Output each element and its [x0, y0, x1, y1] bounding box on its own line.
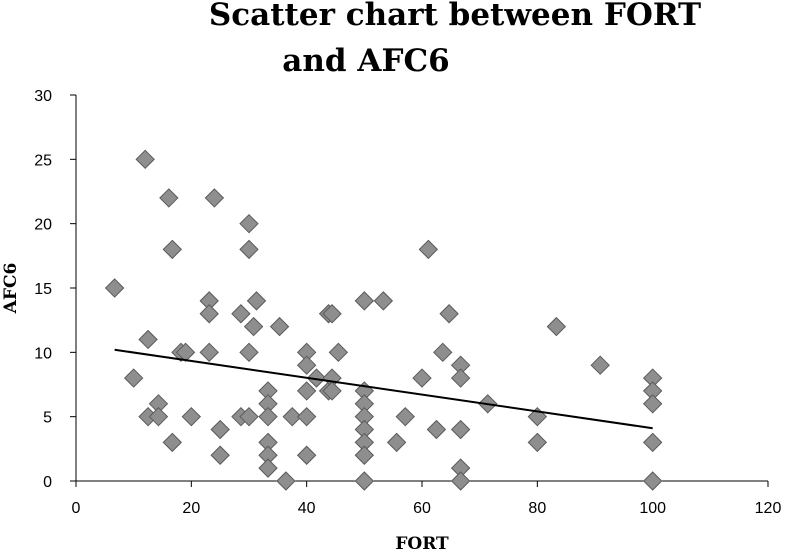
data-point [642, 394, 663, 414]
x-tick-label: 120 [755, 500, 782, 517]
data-point [386, 432, 407, 453]
data-point [450, 419, 471, 440]
data-point [148, 406, 169, 427]
data-point [181, 406, 202, 427]
data-point [210, 419, 230, 440]
data-point [239, 406, 259, 427]
data-point [354, 471, 375, 491]
y-tick-label: 15 [34, 281, 52, 298]
data-point [210, 445, 230, 465]
data-point [296, 406, 317, 427]
data-point [239, 342, 259, 363]
y-tick-label: 0 [43, 474, 52, 491]
data-point [159, 188, 179, 208]
y-tick-label: 30 [34, 88, 52, 105]
data-point [243, 316, 264, 337]
data-point [306, 368, 327, 388]
data-point [199, 304, 219, 324]
data-point [135, 149, 155, 170]
x-axis-label: FORT [395, 534, 449, 552]
y-axis-label: AFC6 [1, 263, 21, 315]
data-point [426, 419, 447, 440]
data-point [590, 355, 610, 375]
data-point [296, 355, 317, 375]
data-point [450, 471, 471, 491]
data-point [439, 304, 459, 324]
chart-title-line-2: and AFC6 [282, 43, 449, 79]
data-point [239, 239, 259, 260]
data-point [395, 406, 415, 427]
data-point [282, 406, 302, 427]
x-tick-label: 60 [413, 500, 431, 517]
trendline [114, 348, 653, 430]
x-tick-label: 80 [528, 500, 546, 517]
data-point [269, 316, 290, 337]
data-point [138, 329, 158, 350]
data-point [527, 432, 548, 453]
x-tick-label: 100 [639, 500, 666, 517]
data-point [258, 406, 278, 427]
data-point [239, 213, 259, 234]
x-tick-label: 40 [298, 500, 316, 517]
data-point [642, 432, 663, 453]
data-point [162, 432, 183, 453]
data-point [322, 304, 342, 324]
data-point [433, 342, 453, 363]
data-point [258, 458, 278, 478]
y-tick-label: 25 [34, 152, 52, 169]
y-tick-label: 20 [34, 217, 52, 234]
data-point [450, 368, 471, 388]
data-point [296, 381, 317, 401]
data-point [373, 291, 394, 311]
data-point [322, 381, 342, 401]
data-point [642, 471, 663, 491]
data-point [354, 445, 375, 465]
data-point [246, 291, 267, 311]
data-point [546, 316, 567, 337]
data-point [162, 239, 183, 260]
data-point [123, 368, 144, 388]
data-point [328, 342, 349, 363]
data-point [412, 368, 432, 388]
data-point [276, 471, 296, 491]
x-tick-label: 0 [72, 500, 81, 517]
tick-labels: 0 5 10 15 20 25 30 0 20 40 60 80 100 120 [34, 88, 781, 517]
data-point [418, 239, 439, 260]
axes [75, 95, 768, 482]
y-tick-label: 10 [34, 345, 52, 362]
data-point [199, 342, 219, 363]
data-point [175, 342, 196, 363]
data-point [354, 291, 375, 311]
x-tick-label: 20 [182, 500, 200, 517]
data-points [104, 149, 663, 491]
y-tick-label: 5 [43, 410, 52, 427]
chart-title-line-1: Scatter chart between FORT [209, 0, 701, 33]
data-point [231, 304, 251, 324]
data-point [104, 278, 125, 298]
data-point [204, 188, 225, 208]
data-point [296, 445, 317, 465]
